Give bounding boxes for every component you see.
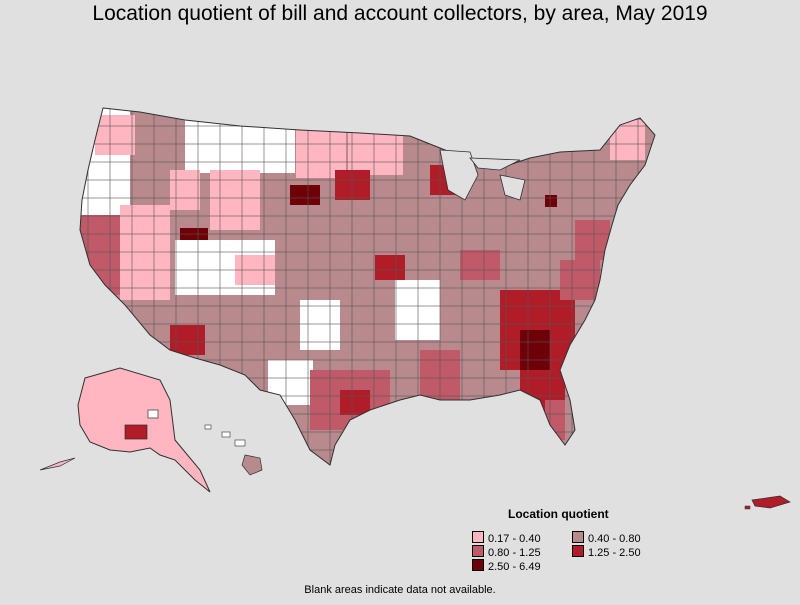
lake-michigan — [439, 149, 479, 201]
legend-item: 0.17 - 0.40 — [472, 531, 541, 545]
legend-swatch — [472, 559, 484, 571]
legend-item: 0.40 - 0.80 — [572, 531, 641, 545]
lake-superior — [469, 157, 521, 171]
lake-huron — [499, 174, 526, 201]
hawaii — [204, 424, 263, 476]
legend-swatch — [572, 545, 584, 557]
legend-label: 0.40 - 0.80 — [588, 533, 641, 545]
legend-swatch — [472, 545, 484, 557]
legend: Location quotient 0.17 - 0.40 0.40 - 0.8… — [468, 507, 668, 577]
legend-label: 2.50 - 6.49 — [488, 561, 541, 573]
legend-title: Location quotient — [508, 507, 609, 521]
legend-swatch — [472, 531, 484, 543]
legend-label: 0.80 - 1.25 — [488, 547, 541, 559]
legend-item: 2.50 - 6.49 — [472, 559, 541, 573]
page-title: Location quotient of bill and account co… — [92, 2, 708, 25]
legend-swatch — [572, 531, 584, 543]
alaska — [39, 367, 211, 493]
legend-item: 1.25 - 2.50 — [572, 545, 641, 559]
legend-label: 0.17 - 0.40 — [488, 533, 541, 545]
footnote: Blank areas indicate data not available. — [304, 584, 496, 596]
legend-label: 1.25 - 2.50 — [588, 547, 641, 559]
legend-item: 0.80 - 1.25 — [472, 545, 541, 559]
puerto-rico — [744, 495, 791, 510]
